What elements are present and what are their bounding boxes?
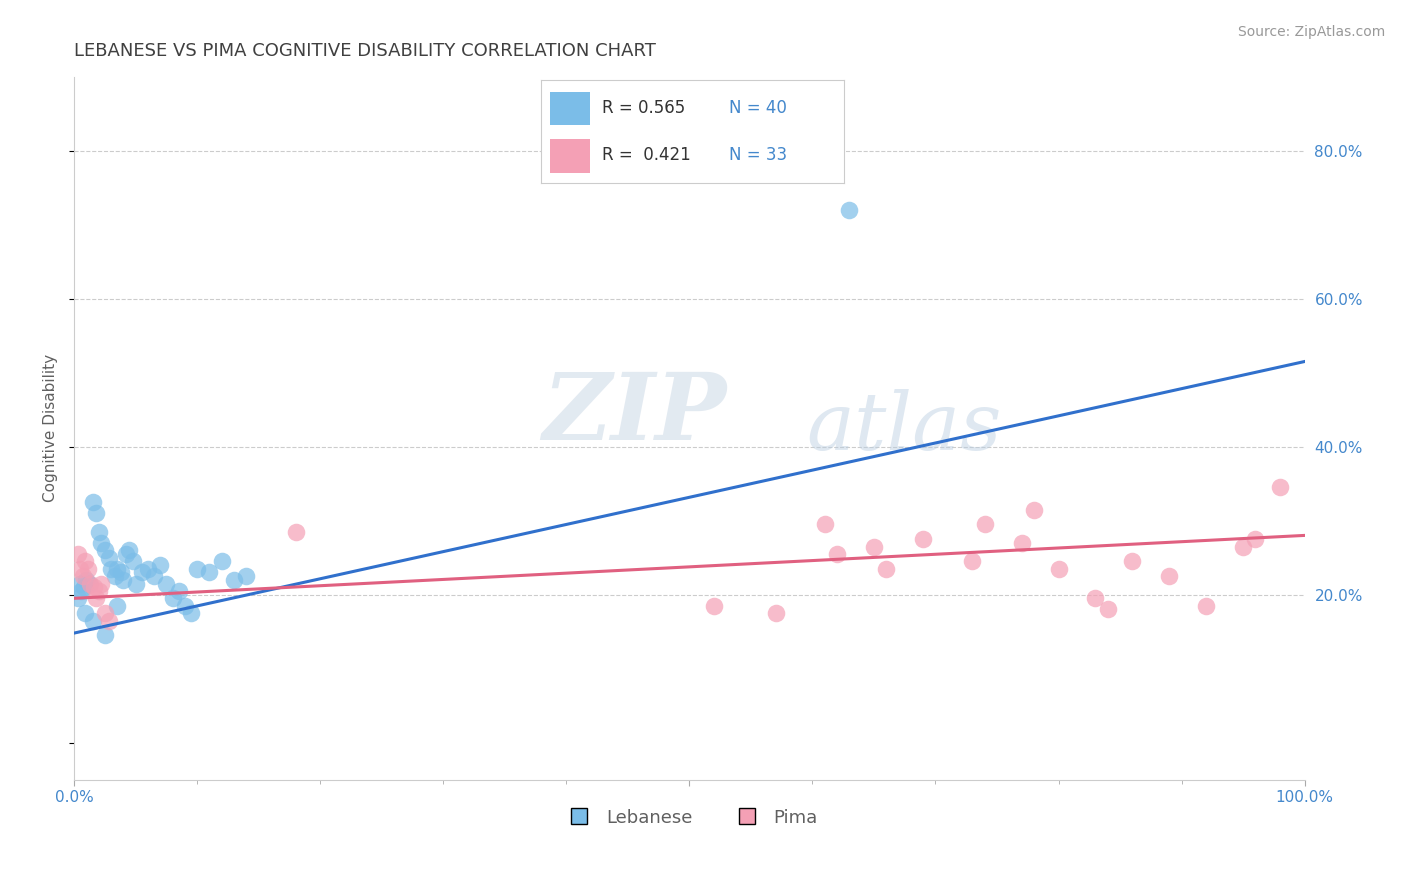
Point — [72, 569, 94, 583]
Point — [962, 554, 984, 568]
Point — [94, 543, 117, 558]
Point — [105, 562, 128, 576]
Point — [1244, 532, 1267, 546]
Text: N = 40: N = 40 — [728, 100, 786, 118]
Point — [1121, 554, 1143, 568]
Point — [912, 532, 935, 546]
Point — [1047, 562, 1070, 576]
Point — [284, 524, 307, 539]
Point — [84, 506, 107, 520]
Legend: Lebanese, Pima: Lebanese, Pima — [554, 801, 825, 834]
Point — [114, 547, 136, 561]
Point — [1268, 480, 1291, 494]
Point — [825, 547, 848, 561]
Point — [105, 599, 128, 613]
Point — [90, 576, 112, 591]
Point — [87, 524, 110, 539]
Point — [84, 591, 107, 606]
Point — [167, 583, 190, 598]
Point — [73, 580, 96, 594]
Point — [75, 606, 97, 620]
Point — [77, 576, 100, 591]
Point — [1159, 569, 1181, 583]
Point — [973, 517, 995, 532]
Point — [703, 599, 725, 613]
Point — [162, 591, 184, 606]
Point — [875, 562, 897, 576]
Point — [149, 558, 172, 572]
Point — [118, 543, 141, 558]
Point — [66, 591, 89, 606]
Point — [97, 614, 120, 628]
Text: LEBANESE VS PIMA COGNITIVE DISABILITY CORRELATION CHART: LEBANESE VS PIMA COGNITIVE DISABILITY CO… — [75, 42, 657, 60]
Point — [235, 569, 257, 583]
Point — [838, 202, 860, 217]
Point — [83, 580, 105, 594]
Text: N = 33: N = 33 — [728, 145, 787, 163]
Point — [112, 573, 135, 587]
FancyBboxPatch shape — [550, 92, 589, 126]
Point — [87, 583, 110, 598]
Point — [173, 599, 195, 613]
Point — [186, 562, 208, 576]
Point — [82, 614, 104, 628]
Point — [180, 606, 202, 620]
Point — [143, 569, 166, 583]
Point — [104, 569, 127, 583]
Point — [155, 576, 177, 591]
Point — [863, 540, 886, 554]
Text: R = 0.565: R = 0.565 — [602, 100, 685, 118]
Point — [69, 562, 91, 576]
Point — [69, 576, 91, 591]
Point — [1195, 599, 1218, 613]
Point — [70, 583, 93, 598]
FancyBboxPatch shape — [550, 139, 589, 173]
Point — [79, 576, 101, 591]
Point — [82, 495, 104, 509]
Text: R =  0.421: R = 0.421 — [602, 145, 690, 163]
Point — [122, 554, 145, 568]
Point — [211, 554, 233, 568]
Point — [90, 536, 112, 550]
Point — [94, 606, 117, 620]
Point — [97, 550, 120, 565]
Point — [100, 562, 122, 576]
Point — [1011, 536, 1033, 550]
Point — [66, 547, 89, 561]
Point — [124, 576, 146, 591]
Point — [94, 628, 117, 642]
Point — [198, 566, 221, 580]
Text: ZIP: ZIP — [541, 369, 725, 459]
Point — [1232, 540, 1254, 554]
Point — [136, 562, 159, 576]
Point — [765, 606, 787, 620]
Point — [76, 562, 98, 576]
Text: atlas: atlas — [806, 389, 1001, 467]
Point — [75, 554, 97, 568]
Point — [110, 566, 132, 580]
Point — [1022, 502, 1045, 516]
Point — [814, 517, 837, 532]
Point — [131, 566, 153, 580]
Point — [222, 573, 245, 587]
Text: Source: ZipAtlas.com: Source: ZipAtlas.com — [1237, 25, 1385, 39]
Point — [1084, 591, 1107, 606]
Point — [75, 573, 97, 587]
Point — [1097, 602, 1119, 616]
Y-axis label: Cognitive Disability: Cognitive Disability — [44, 354, 58, 502]
